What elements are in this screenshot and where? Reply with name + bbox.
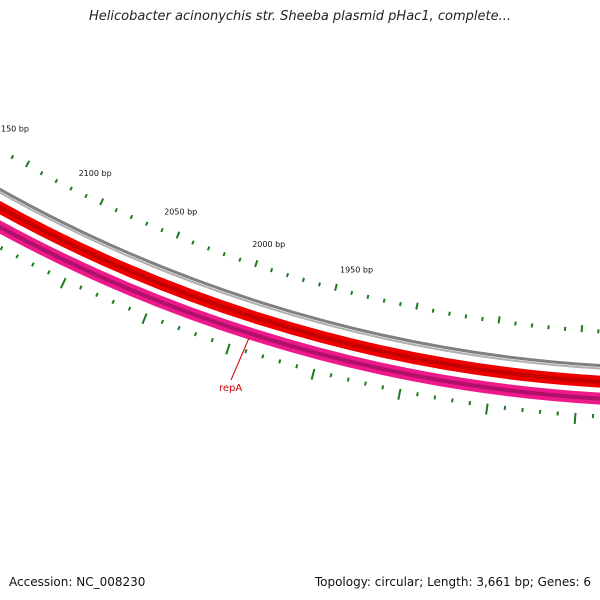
minor-tick-outer: [10, 154, 15, 160]
major-tick-outer: [334, 283, 338, 291]
major-tick-outer: [497, 316, 501, 324]
major-tick-inner: [485, 403, 489, 415]
minor-tick-inner: [433, 395, 437, 400]
major-tick-outer: [25, 160, 31, 168]
minor-tick-outer: [39, 171, 44, 176]
major-tick-inner: [310, 368, 316, 380]
bp-tick-label: 1950 bp: [340, 265, 373, 274]
major-tick-outer: [580, 325, 584, 333]
minor-tick-outer: [144, 221, 149, 226]
minor-tick-outer: [270, 267, 274, 273]
minor-tick-outer: [160, 227, 164, 233]
minor-tick-inner: [451, 398, 454, 403]
minor-tick-outer: [514, 321, 517, 326]
minor-tick-outer: [431, 308, 435, 313]
minor-tick-outer: [285, 272, 290, 278]
outer-tick-marks: [10, 154, 600, 334]
major-tick-outer: [415, 302, 419, 310]
minor-tick-inner: [15, 254, 19, 259]
major-tick-inner: [59, 277, 67, 289]
bp-tick-label: 2050 bp: [164, 207, 197, 216]
minor-tick-inner: [244, 348, 248, 354]
backbone-ring: [0, 187, 600, 367]
minor-tick-outer: [129, 214, 134, 220]
minor-tick-inner: [381, 385, 385, 390]
accession-label: Accession: NC_008230: [9, 575, 146, 589]
minor-tick-inner: [329, 373, 333, 378]
inner-tick-marks: [0, 245, 595, 424]
minor-tick-outer: [399, 301, 402, 307]
major-tick-inner: [141, 313, 148, 325]
major-tick-outer: [99, 198, 105, 206]
forward-strand-feature-shade: [0, 205, 600, 384]
minor-tick-inner: [416, 392, 419, 397]
minor-tick-outer: [382, 298, 386, 303]
minor-tick-outer: [206, 246, 211, 251]
repA-label-leader: [230, 337, 250, 381]
minor-tick-inner: [111, 299, 115, 305]
bp-tick-label: 2100 bp: [79, 169, 112, 178]
minor-tick-outer: [481, 316, 484, 322]
minor-tick-outer: [222, 251, 226, 257]
minor-tick-inner: [0, 245, 4, 251]
bp-tick-label: 2150 bp: [0, 125, 29, 134]
minor-tick-inner: [210, 337, 214, 343]
minor-tick-inner: [160, 319, 165, 325]
minor-tick-outer: [114, 207, 118, 213]
major-tick-inner: [573, 412, 577, 424]
minor-tick-outer: [84, 193, 88, 199]
minor-tick-inner: [261, 354, 265, 359]
minor-tick-outer: [530, 323, 534, 328]
minor-tick-inner: [31, 262, 35, 267]
minor-tick-outer: [318, 282, 321, 287]
topology-summary: Topology: circular; Length: 3,661 bp; Ge…: [314, 575, 591, 589]
minor-tick-outer: [69, 186, 73, 191]
major-tick-inner: [397, 388, 402, 400]
minor-tick-inner: [278, 359, 282, 364]
minor-tick-outer: [464, 314, 468, 319]
minor-tick-inner: [177, 325, 181, 331]
minor-tick-outer: [54, 178, 59, 184]
minor-tick-outer: [448, 311, 451, 316]
minor-tick-inner: [364, 381, 367, 386]
repA-gene-feature-shade: [0, 224, 600, 401]
minor-tick-inner: [47, 270, 51, 275]
minor-tick-outer: [191, 240, 195, 245]
map-title: Helicobacter acinonychis str. Sheeba pla…: [89, 9, 511, 24]
minor-tick-outer: [350, 290, 354, 296]
minor-tick-inner: [95, 292, 99, 298]
bp-tick-label: 2000 bp: [252, 240, 285, 249]
minor-tick-inner: [295, 364, 299, 369]
minor-tick-outer: [238, 257, 242, 262]
major-tick-outer: [175, 231, 181, 239]
minor-tick-outer: [366, 294, 370, 300]
major-tick-inner: [225, 343, 231, 355]
minor-tick-inner: [346, 377, 350, 382]
minor-tick-inner: [193, 331, 198, 337]
backbone-ring-inner: [0, 191, 600, 370]
repA-gene-label[interactable]: repA: [219, 383, 242, 394]
minor-tick-outer: [301, 277, 305, 283]
minor-tick-inner: [79, 285, 83, 290]
minor-tick-inner: [127, 306, 132, 311]
minor-tick-inner: [468, 400, 472, 406]
major-tick-outer: [254, 259, 259, 268]
